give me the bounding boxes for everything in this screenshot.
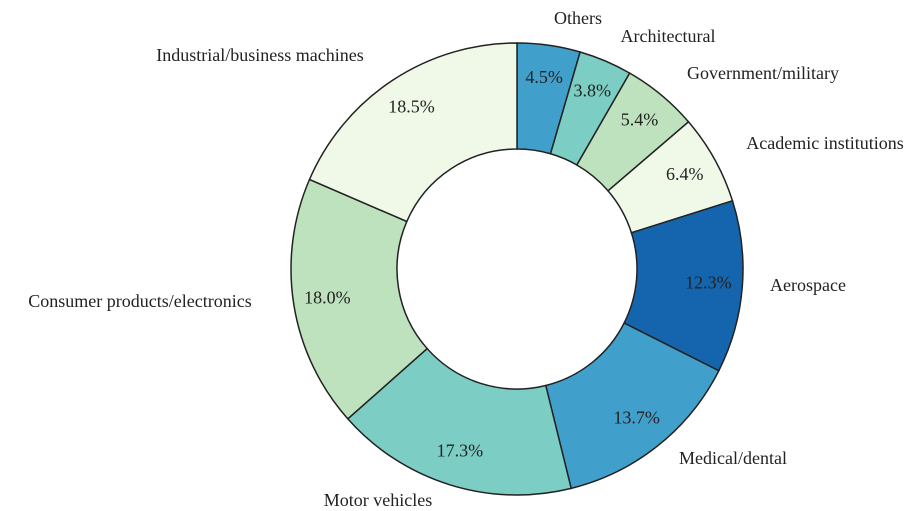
donut-slice xyxy=(308,42,518,223)
category-label: Motor vehicles xyxy=(324,490,432,510)
category-label: Architectural xyxy=(621,26,716,46)
value-label: 4.5% xyxy=(525,67,563,87)
category-label: Aerospace xyxy=(770,275,846,295)
value-label: 12.3% xyxy=(685,273,732,293)
value-label: 13.7% xyxy=(613,407,660,427)
category-label: Others xyxy=(554,8,602,28)
category-label: Consumer products/electronics xyxy=(28,291,251,311)
value-label: 3.8% xyxy=(573,80,611,100)
category-label: Academic institutions xyxy=(746,133,903,153)
category-label: Industrial/business machines xyxy=(156,45,363,65)
donut-slice xyxy=(290,178,429,420)
value-label: 17.3% xyxy=(437,440,484,460)
donut-slice xyxy=(346,347,573,496)
value-label: 6.4% xyxy=(666,164,704,184)
category-label: Medical/dental xyxy=(679,448,787,468)
value-label: 5.4% xyxy=(621,109,659,129)
value-label: 18.5% xyxy=(388,97,435,117)
value-label: 18.0% xyxy=(304,287,351,307)
category-label: Government/military xyxy=(687,63,839,83)
